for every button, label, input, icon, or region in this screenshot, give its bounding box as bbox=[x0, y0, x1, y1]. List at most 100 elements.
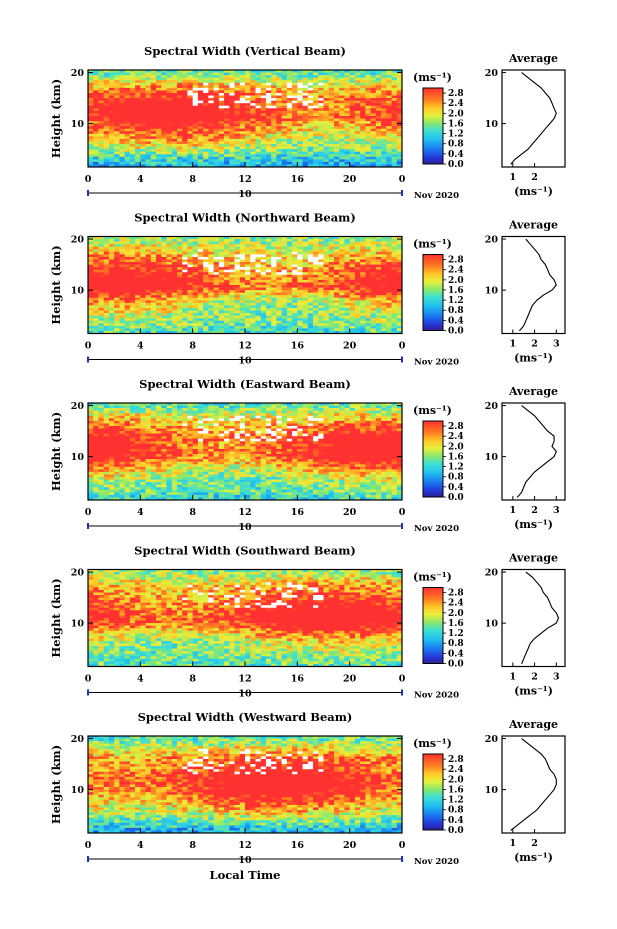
heatmap-cell bbox=[108, 244, 115, 248]
heatmap-cell bbox=[156, 254, 162, 258]
heatmap-cell bbox=[302, 297, 309, 301]
heatmap-cell bbox=[265, 241, 272, 245]
heatmap-cell bbox=[302, 274, 309, 278]
heatmap-cell bbox=[307, 320, 314, 324]
heatmap-cell bbox=[176, 126, 183, 130]
heatmap-cell bbox=[318, 300, 324, 304]
heatmap-cell bbox=[281, 410, 288, 414]
heatmap-cell bbox=[88, 254, 94, 258]
heatmap-cell bbox=[119, 267, 125, 270]
heatmap-cell bbox=[339, 246, 345, 250]
colorbar-tick-label: 2.0 bbox=[448, 276, 464, 286]
heatmap-cell bbox=[271, 100, 277, 104]
heatmap-cell bbox=[255, 413, 261, 417]
heatmap-cell bbox=[260, 149, 267, 152]
heatmap-cell bbox=[150, 310, 157, 314]
heatmap-cell bbox=[381, 323, 387, 327]
heatmap-cell bbox=[339, 92, 345, 96]
heatmap-cell bbox=[339, 108, 345, 112]
heatmap-cell bbox=[333, 325, 340, 329]
heatmap-cell bbox=[135, 267, 141, 270]
heatmap-cell bbox=[260, 241, 267, 245]
heatmap-cell bbox=[396, 115, 403, 119]
heatmap-cell bbox=[333, 315, 340, 319]
heatmap-cell bbox=[119, 236, 125, 240]
heatmap-cell bbox=[292, 272, 298, 276]
heatmap-cell bbox=[349, 249, 356, 253]
heatmap-cell bbox=[140, 405, 146, 409]
heatmap-cell bbox=[313, 318, 319, 322]
heatmap-cell bbox=[265, 259, 272, 263]
heatmap-cell bbox=[145, 236, 152, 240]
heatmap-cell bbox=[370, 279, 377, 283]
average-x-tick-label: 2 bbox=[531, 339, 538, 350]
heatmap-cell bbox=[203, 77, 209, 81]
heatmap-cell bbox=[302, 159, 309, 163]
heatmap-cell bbox=[182, 315, 188, 319]
heatmap-cell bbox=[375, 154, 382, 158]
heatmap-cell bbox=[386, 244, 392, 248]
heatmap-cell bbox=[307, 413, 314, 417]
heatmap-cell bbox=[313, 315, 319, 319]
heatmap-cell bbox=[192, 413, 199, 417]
heatmap-cell bbox=[307, 305, 314, 309]
heatmap-cell bbox=[302, 259, 309, 263]
heatmap-cell bbox=[386, 105, 392, 109]
heatmap-cell bbox=[93, 141, 99, 145]
heatmap-cell bbox=[119, 141, 125, 145]
heatmap-cell bbox=[313, 403, 319, 406]
heatmap-cell bbox=[208, 123, 214, 127]
heatmap-cell bbox=[276, 251, 282, 255]
heatmap-cell bbox=[381, 279, 387, 283]
heatmap-cell bbox=[129, 164, 136, 168]
heatmap-cell bbox=[192, 82, 199, 86]
heatmap-cell bbox=[119, 115, 125, 119]
heatmap-cell bbox=[145, 262, 152, 265]
heatmap-cell bbox=[360, 82, 366, 86]
heatmap-cell bbox=[365, 290, 371, 293]
heatmap-cell bbox=[297, 313, 303, 316]
heatmap-cell bbox=[386, 274, 392, 278]
heatmap-cell bbox=[135, 269, 141, 273]
heatmap-cell bbox=[349, 164, 356, 168]
heatmap-cell bbox=[156, 403, 162, 406]
heatmap-cell bbox=[265, 256, 272, 260]
heatmap-cell bbox=[182, 100, 188, 104]
heatmap-cell bbox=[339, 267, 345, 270]
heatmap-cell bbox=[182, 282, 188, 286]
heatmap-cell bbox=[386, 82, 392, 86]
heatmap-cell bbox=[108, 297, 115, 301]
heatmap-cell bbox=[307, 279, 314, 283]
heatmap-cell bbox=[98, 262, 104, 265]
heatmap-cell bbox=[98, 269, 104, 273]
heatmap-cell bbox=[255, 328, 261, 332]
heatmap-cell bbox=[224, 151, 230, 155]
heatmap-cell bbox=[323, 405, 330, 409]
heatmap-cell bbox=[197, 136, 204, 140]
heatmap-cell bbox=[276, 330, 282, 334]
heatmap-cell bbox=[344, 300, 350, 304]
heatmap-cell bbox=[182, 330, 188, 334]
heatmap-cell bbox=[103, 121, 110, 124]
heatmap-cell bbox=[333, 305, 340, 309]
heatmap-cell bbox=[213, 115, 220, 119]
heatmap-cell bbox=[286, 72, 293, 76]
heatmap-cell bbox=[365, 87, 371, 91]
heatmap-cell bbox=[286, 302, 293, 306]
heatmap-cell bbox=[171, 320, 178, 324]
heatmap-cell bbox=[140, 133, 146, 137]
heatmap-cell bbox=[307, 72, 314, 76]
heatmap-cell bbox=[197, 274, 204, 278]
heatmap-cell bbox=[307, 85, 314, 89]
heatmap-cell bbox=[224, 300, 230, 304]
heatmap-cell bbox=[333, 413, 340, 417]
heatmap-cell bbox=[360, 272, 366, 276]
heatmap-cell bbox=[333, 410, 340, 414]
heatmap-cell bbox=[250, 156, 256, 160]
heatmap-cell bbox=[93, 95, 99, 99]
heatmap-cell bbox=[396, 87, 403, 91]
heatmap-cell bbox=[119, 295, 125, 299]
heatmap-cell bbox=[88, 277, 94, 281]
heatmap-cell bbox=[156, 313, 162, 316]
heatmap-cell bbox=[313, 98, 319, 101]
